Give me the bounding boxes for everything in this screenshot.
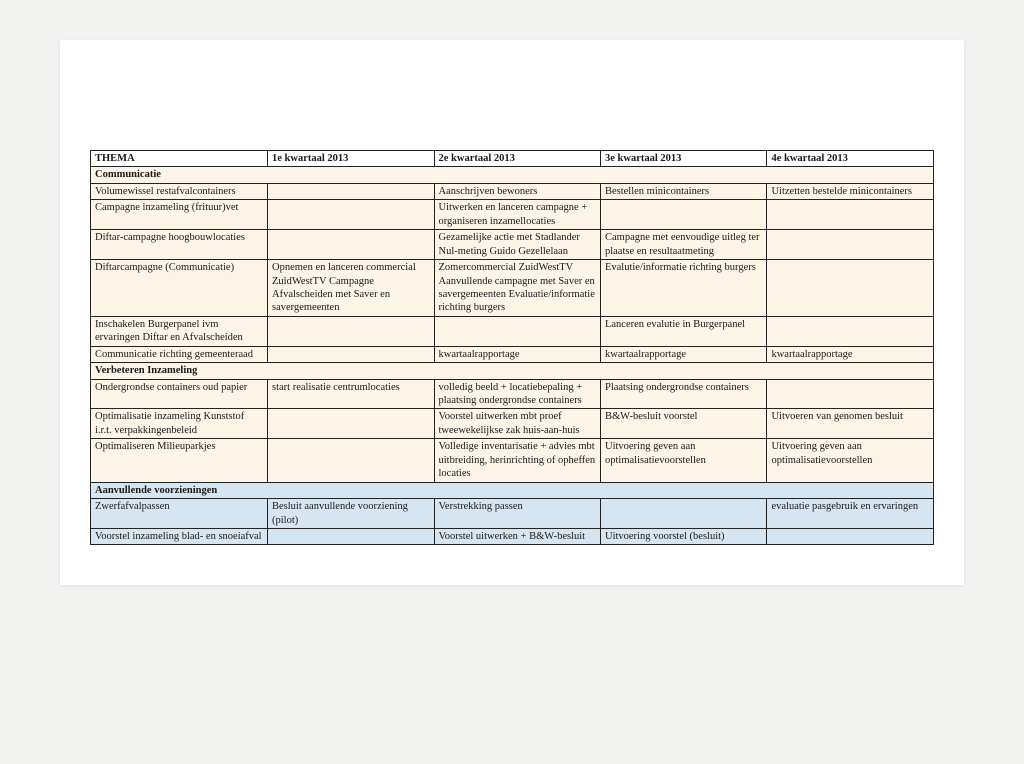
cell (268, 409, 434, 439)
cell: Uitvoering geven aan optimalisatievoorst… (600, 439, 766, 482)
cell: Volledige inventarisatie + advies mbt ui… (434, 439, 600, 482)
table-row: Inschakelen Burgerpanel ivm ervaringen D… (91, 316, 934, 346)
planning-table: THEMA 1e kwartaal 2013 2e kwartaal 2013 … (90, 150, 934, 545)
cell: kwartaalrapportage (600, 346, 766, 362)
cell: volledig beeld + locatiebepaling + plaat… (434, 379, 600, 409)
cell: Opnemen en lanceren commercial ZuidWestT… (268, 260, 434, 317)
col-q2: 2e kwartaal 2013 (434, 151, 600, 167)
cell (767, 528, 934, 544)
cell: Bestellen minicontainers (600, 183, 766, 199)
cell: kwartaalrapportage (767, 346, 934, 362)
cell: Verstrekking passen (434, 499, 600, 529)
cell: Uitzetten bestelde minicontainers (767, 183, 934, 199)
cell: evaluatie pasgebruik en ervaringen (767, 499, 934, 529)
section-header-verbeteren: Verbeteren Inzameling (91, 363, 934, 379)
cell: Optimaliseren Milieuparkjes (91, 439, 268, 482)
cell: Besluit aanvullende voorziening (pilot) (268, 499, 434, 529)
document-page: THEMA 1e kwartaal 2013 2e kwartaal 2013 … (60, 40, 964, 585)
table-row: Diftarcampagne (Communicatie) Opnemen en… (91, 260, 934, 317)
cell (268, 230, 434, 260)
cell (767, 200, 934, 230)
cell (767, 230, 934, 260)
cell (268, 316, 434, 346)
section-header-communicatie: Communicatie (91, 167, 934, 183)
cell: Campagne met eenvoudige uitleg ter plaat… (600, 230, 766, 260)
cell (767, 316, 934, 346)
section-title: Aanvullende voorzieningen (91, 482, 934, 498)
cell: Aanschrijven bewoners (434, 183, 600, 199)
cell: Volumewissel restafvalcontainers (91, 183, 268, 199)
cell: Uitwerken en lanceren campagne + organis… (434, 200, 600, 230)
cell: Lanceren evalutie in Burgerpanel (600, 316, 766, 346)
cell (268, 528, 434, 544)
cell: Voorstel uitwerken + B&W-besluit (434, 528, 600, 544)
cell (268, 183, 434, 199)
col-thema: THEMA (91, 151, 268, 167)
table-row: Volumewissel restafvalcontainers Aanschr… (91, 183, 934, 199)
cell: Gezamelijke actie met Stadlander Nul-met… (434, 230, 600, 260)
table-row: Optimaliseren Milieuparkjes Volledige in… (91, 439, 934, 482)
cell: Evalutie/informatie richting burgers (600, 260, 766, 317)
cell: Diftar-campagne hoogbouwlocaties (91, 230, 268, 260)
col-q3: 3e kwartaal 2013 (600, 151, 766, 167)
cell: B&W-besluit voorstel (600, 409, 766, 439)
table-row: Campagne inzameling (frituur)vet Uitwerk… (91, 200, 934, 230)
cell: Inschakelen Burgerpanel ivm ervaringen D… (91, 316, 268, 346)
table-row: Diftar-campagne hoogbouwlocaties Gezamel… (91, 230, 934, 260)
cell (600, 200, 766, 230)
col-q4: 4e kwartaal 2013 (767, 151, 934, 167)
cell (767, 379, 934, 409)
cell (268, 439, 434, 482)
cell: Diftarcampagne (Communicatie) (91, 260, 268, 317)
table-row: Optimalisatie inzameling Kunststof i.r.t… (91, 409, 934, 439)
cell (268, 346, 434, 362)
cell: Campagne inzameling (frituur)vet (91, 200, 268, 230)
cell: Optimalisatie inzameling Kunststof i.r.t… (91, 409, 268, 439)
cell (268, 200, 434, 230)
cell: Uitvoering voorstel (besluit) (600, 528, 766, 544)
cell: start realisatie centrumlocaties (268, 379, 434, 409)
cell: Ondergrondse containers oud papier (91, 379, 268, 409)
col-q1: 1e kwartaal 2013 (268, 151, 434, 167)
cell: kwartaalrapportage (434, 346, 600, 362)
cell (600, 499, 766, 529)
cell (767, 260, 934, 317)
cell: Zwerfafvalpassen (91, 499, 268, 529)
cell: Uitvoering geven aan optimalisatievoorst… (767, 439, 934, 482)
table-body: Communicatie Volumewissel restafvalconta… (91, 167, 934, 545)
cell: Uitvoeren van genomen besluit (767, 409, 934, 439)
table-row: Voorstel inzameling blad- en snoeiafval … (91, 528, 934, 544)
cell: Plaatsing ondergrondse containers (600, 379, 766, 409)
table-row: Zwerfafvalpassen Besluit aanvullende voo… (91, 499, 934, 529)
header-row: THEMA 1e kwartaal 2013 2e kwartaal 2013 … (91, 151, 934, 167)
cell: Voorstel uitwerken mbt proef tweewekelij… (434, 409, 600, 439)
table-row: Ondergrondse containers oud papier start… (91, 379, 934, 409)
cell (434, 316, 600, 346)
table-row: Communicatie richting gemeenteraad kwart… (91, 346, 934, 362)
cell: Communicatie richting gemeenteraad (91, 346, 268, 362)
section-title: Communicatie (91, 167, 934, 183)
section-header-aanvullende: Aanvullende voorzieningen (91, 482, 934, 498)
cell: Zomercommercial ZuidWestTV Aanvullende c… (434, 260, 600, 317)
cell: Voorstel inzameling blad- en snoeiafval (91, 528, 268, 544)
section-title: Verbeteren Inzameling (91, 363, 934, 379)
